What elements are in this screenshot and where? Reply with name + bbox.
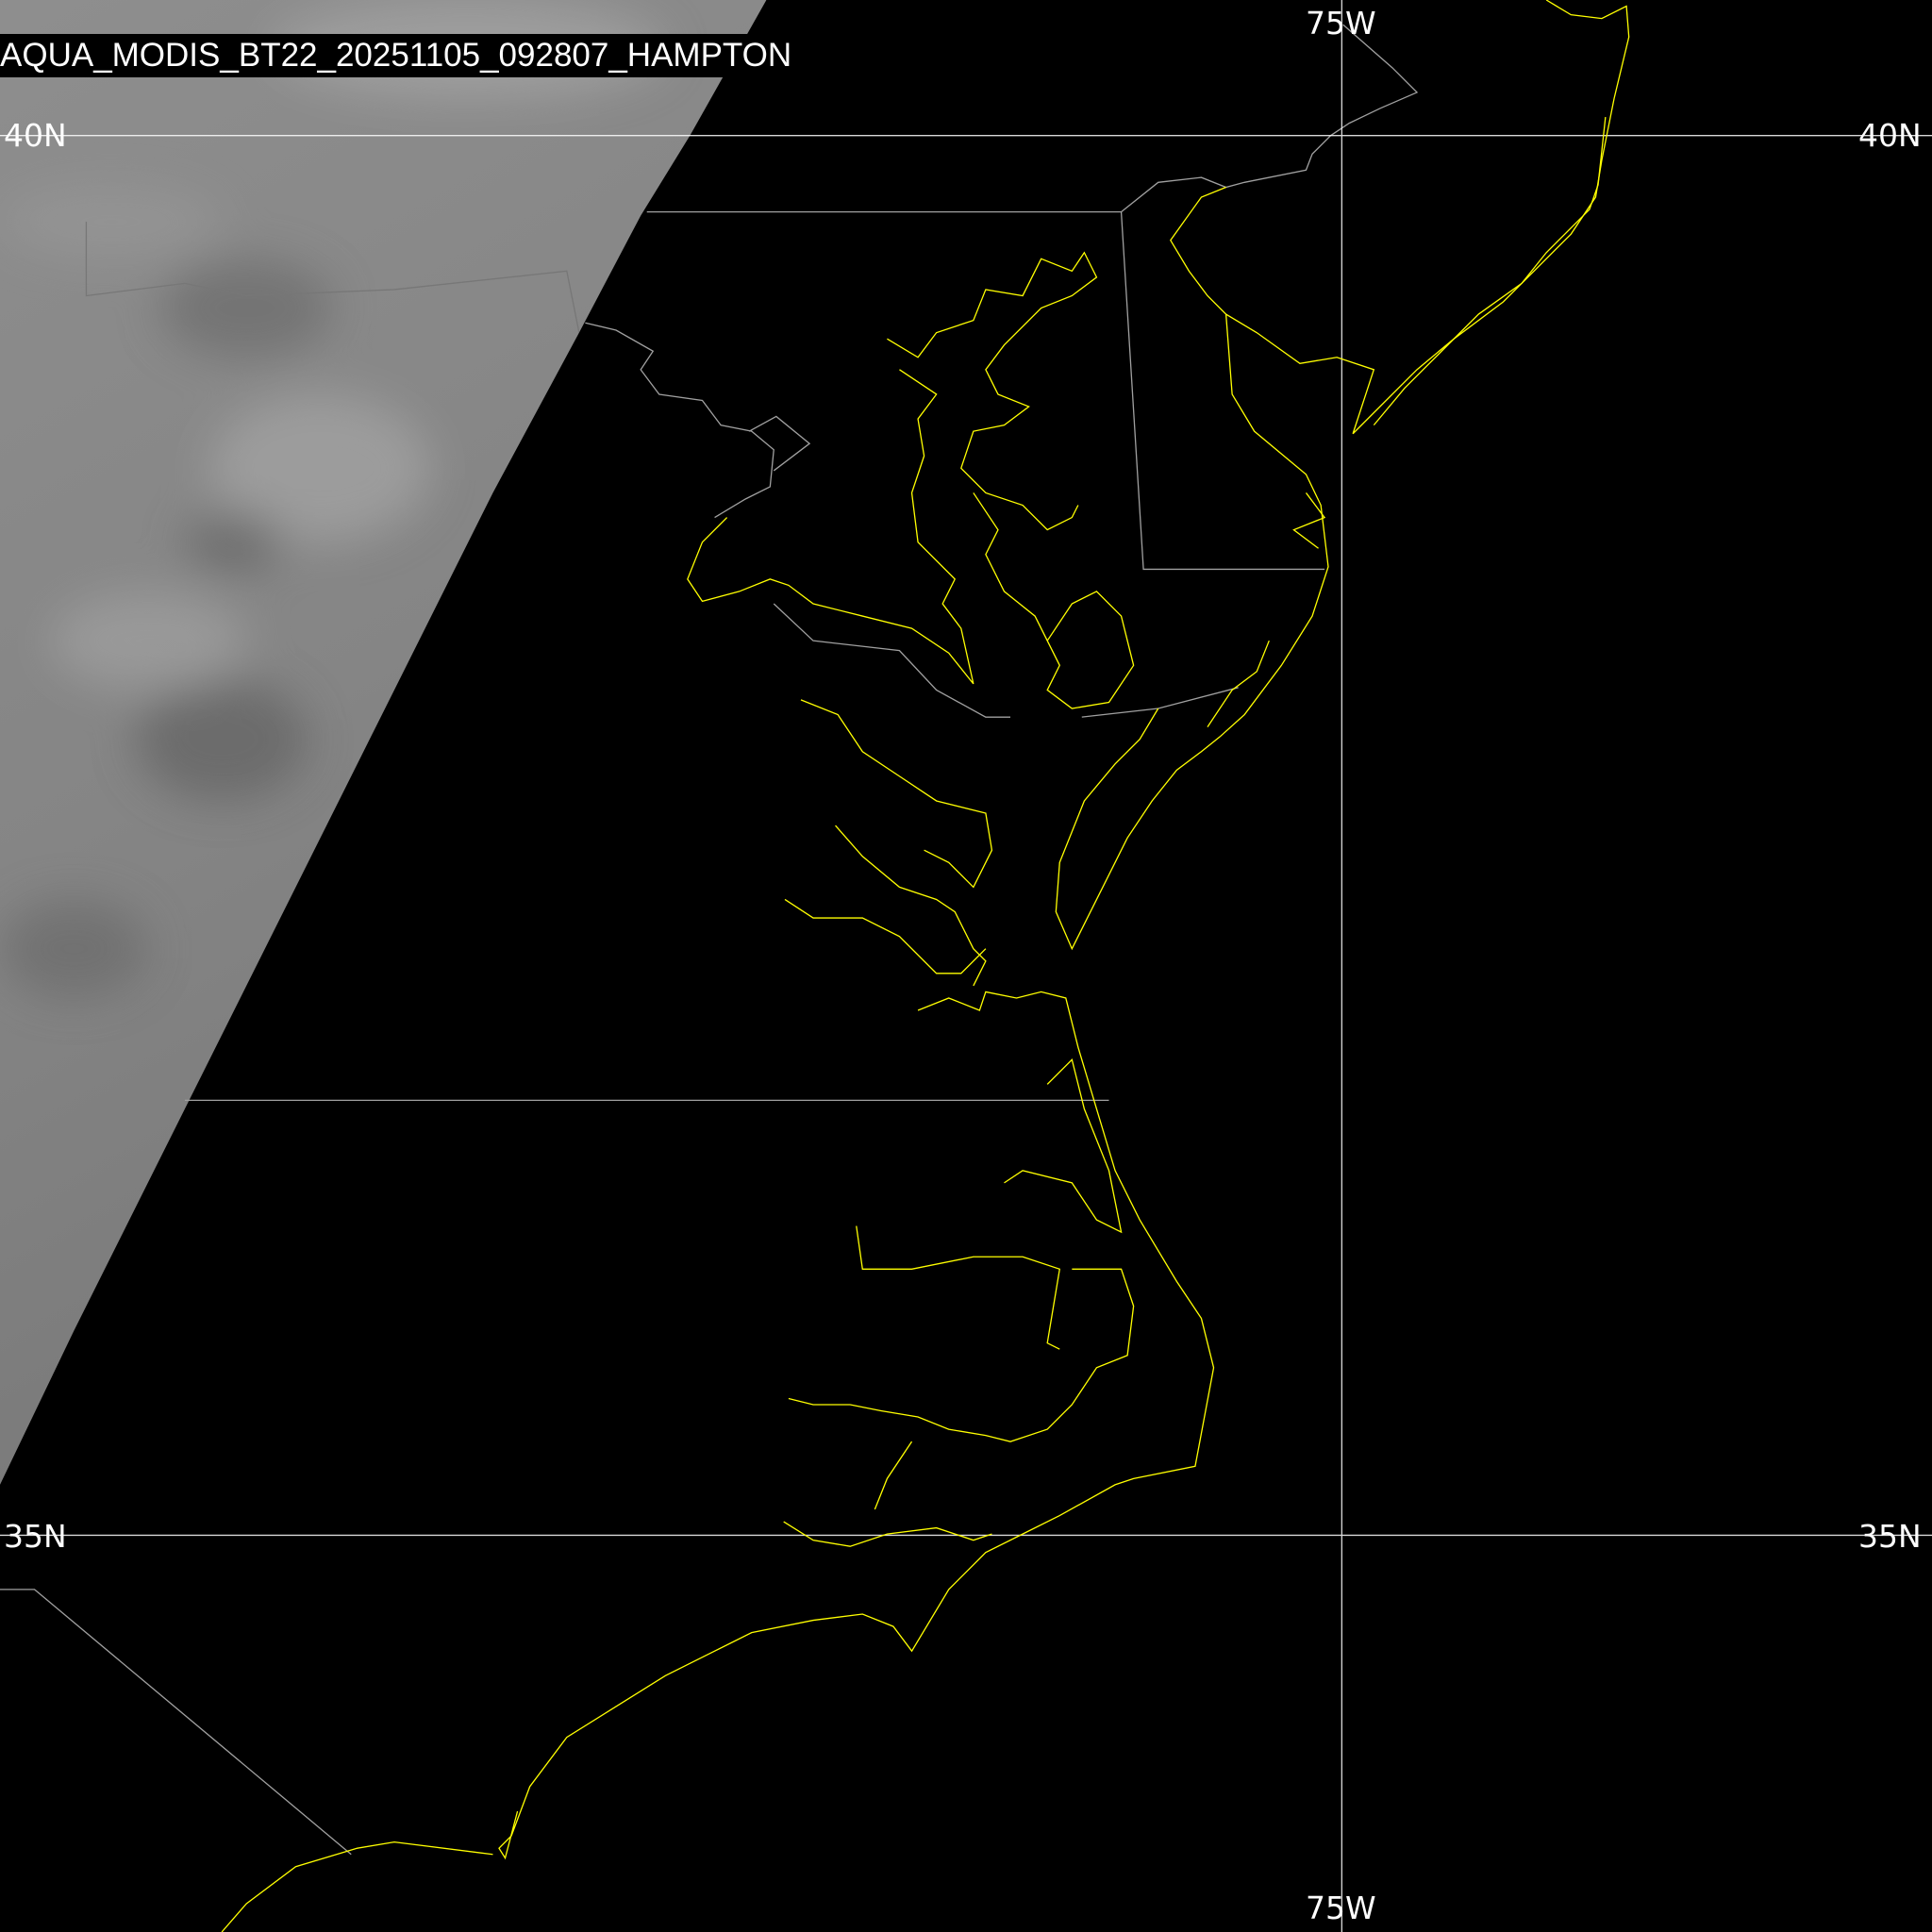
state-borders (0, 24, 1419, 1856)
lat-label-40n-left: 40N (4, 117, 67, 154)
lon-label-75w-bottom: 75W (1306, 1890, 1376, 1926)
lat-label-35n-right: 35N (1858, 1518, 1922, 1555)
lat-label-35n-left: 35N (4, 1518, 67, 1555)
coastline (221, 0, 1630, 1932)
lat-label-40n-right: 40N (1858, 117, 1922, 154)
lon-label-75w-top: 75W (1306, 5, 1376, 42)
satellite-swath (0, 0, 767, 1485)
image-title: AQUA_MODIS_BT22_20251105_092807_HAMPTON (0, 34, 798, 77)
